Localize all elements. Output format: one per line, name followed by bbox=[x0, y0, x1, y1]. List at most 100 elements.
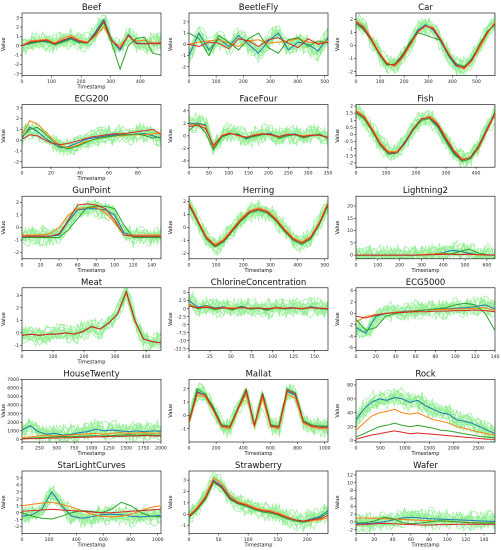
wafer-series-4 bbox=[356, 522, 495, 526]
housetwenty-x-tick-label: 1750 bbox=[138, 446, 150, 452]
housetwenty-y-tick-label: 1000 bbox=[7, 428, 19, 434]
ecg200-series-4 bbox=[22, 128, 161, 146]
starlightcurves-x-tick-label: 200 bbox=[45, 537, 54, 543]
starlightcurves-y-tick-label: 0 bbox=[16, 510, 19, 516]
mallat-x-axis-label: Timestamp bbox=[244, 451, 273, 457]
car-title: Car bbox=[418, 3, 433, 13]
beetlefly-y-tick-label: -2 bbox=[181, 64, 186, 70]
rock-x-tick-label: 500 bbox=[376, 446, 385, 452]
ecg200-y-tick-label: 0 bbox=[16, 138, 19, 144]
beef-x-axis-label: Timestamp bbox=[77, 85, 106, 91]
housetwenty-series-3 bbox=[22, 434, 161, 440]
fish-y-tick-label: -0.5 bbox=[344, 139, 353, 145]
housetwenty-x-tick-label: 0 bbox=[21, 446, 24, 452]
mallat-y-tick-label: 0 bbox=[183, 413, 186, 419]
starlightcurves-x-tick-label: 800 bbox=[126, 537, 135, 543]
meat-background-line bbox=[22, 291, 161, 348]
mallat-x-tick-label: 400 bbox=[239, 446, 248, 452]
strawberry-y-tick-label: 0 bbox=[183, 512, 186, 518]
herring-x-tick-label: 200 bbox=[239, 262, 248, 268]
lightning2-x-tick-label: 0 bbox=[355, 262, 358, 268]
lightning2-x-tick-label: 200 bbox=[395, 262, 404, 268]
ecg5000-chart: ECG5000 0 20 40 60 80 100 120 140 -6 -4 -2 0 2 4 Value bbox=[335, 278, 499, 360]
fish-background-line bbox=[356, 111, 495, 166]
strawberry-x-tick-label: 200 bbox=[303, 537, 312, 543]
mallat-y-tick-label: 2 bbox=[183, 386, 186, 392]
herring-y-tick-label: 2 bbox=[183, 199, 186, 205]
wafer-x-tick-label: 60 bbox=[408, 537, 414, 543]
facefour-series-2 bbox=[189, 123, 328, 149]
strawberry-x-tick-label: 50 bbox=[216, 537, 222, 543]
fish-x-tick-label: 400 bbox=[472, 171, 481, 177]
fish-x-tick-label: 0 bbox=[355, 171, 358, 177]
facefour-y-axis-label: Value bbox=[168, 129, 174, 143]
rock-y-tick-label: 40 bbox=[347, 410, 353, 416]
ecg200-y-tick-label: 1 bbox=[16, 127, 19, 133]
herring-x-tick-label: 100 bbox=[212, 262, 221, 268]
housetwenty-x-tick-label: 1000 bbox=[86, 446, 98, 452]
chlorineconcentration-background-series bbox=[189, 290, 328, 321]
lightning2-y-tick-label: 0 bbox=[350, 253, 353, 259]
starlightcurves-x-tick-label: 400 bbox=[72, 537, 81, 543]
meat-background-series bbox=[22, 287, 161, 351]
mallat-x-tick-label: 600 bbox=[266, 446, 275, 452]
ecg5000-y-axis-label: Value bbox=[335, 312, 341, 326]
herring-background-series bbox=[189, 196, 328, 257]
fish-series-4 bbox=[356, 111, 495, 161]
chlorineconcentration-y-axis-label: Value bbox=[168, 312, 174, 326]
housetwenty-x-axis-label: Timestamp bbox=[77, 451, 106, 457]
starlightcurves-title: StarLightCurves bbox=[57, 461, 126, 471]
starlightcurves-y-tick-label: 5 bbox=[16, 476, 19, 482]
meat-title: Meat bbox=[81, 278, 103, 288]
wafer-title: Wafer bbox=[413, 461, 438, 471]
beetlefly-x-tick-label: 100 bbox=[212, 79, 221, 85]
wafer-x-tick-label: 120 bbox=[461, 537, 470, 543]
beetlefly-series-4 bbox=[189, 37, 328, 50]
strawberry-background-line bbox=[189, 479, 328, 529]
car-y-tick-label: -2 bbox=[348, 69, 353, 75]
ecg5000-x-tick-label: 120 bbox=[471, 354, 480, 360]
chlorineconcentration-x-tick-label: 0 bbox=[188, 354, 191, 360]
housetwenty-series-4 bbox=[22, 435, 161, 440]
car-x-tick-label: 500 bbox=[472, 79, 481, 85]
ecg200-x-tick-label: 60 bbox=[106, 171, 112, 177]
ecg5000-background-line bbox=[356, 298, 495, 336]
wafer-axes-frame bbox=[355, 470, 496, 534]
housetwenty-y-tick-label: 0 bbox=[16, 437, 19, 443]
beetlefly-background-line bbox=[189, 29, 328, 65]
car-y-tick-label: 1 bbox=[350, 30, 353, 36]
beef-background-series bbox=[22, 14, 161, 56]
rock-title: Rock bbox=[415, 369, 435, 379]
ecg200-x-tick-label: 0 bbox=[21, 171, 24, 177]
car-background-series bbox=[356, 13, 495, 76]
gunpoint-y-tick-label: -1 bbox=[14, 238, 19, 244]
fish-x-tick-label: 300 bbox=[442, 171, 451, 177]
facefour-y-tick-label: -2 bbox=[181, 146, 186, 152]
meat-axes-frame bbox=[21, 287, 162, 351]
lightning2-y-axis-label: Value bbox=[335, 221, 341, 235]
starlightcurves-y-tick-label: -2 bbox=[14, 524, 19, 530]
ecg5000-background-line bbox=[356, 295, 495, 338]
gunpoint-y-axis-label: Value bbox=[1, 221, 7, 235]
ecg200-y-axis-label: Value bbox=[1, 129, 7, 143]
strawberry-x-axis-label: Timestamp bbox=[244, 543, 273, 549]
ecg5000-series-3 bbox=[356, 302, 495, 332]
strawberry-y-tick-label: -1 bbox=[181, 523, 186, 529]
lightning2-x-tick-label: 300 bbox=[417, 262, 426, 268]
gunpoint-title: GunPoint bbox=[72, 186, 111, 196]
ecg200-series-3 bbox=[22, 126, 161, 150]
car-y-tick-label: 0 bbox=[350, 43, 353, 49]
ecg200-y-tick-label: -2 bbox=[14, 159, 19, 165]
car-series-4 bbox=[356, 21, 495, 69]
facefour-y-tick-label: -4 bbox=[181, 159, 186, 165]
rock-x-tick-label: 2500 bbox=[472, 446, 484, 452]
meat-y-tick-label: 1 bbox=[16, 318, 19, 324]
beetlefly-x-tick-label: 400 bbox=[293, 79, 302, 85]
housetwenty-series-1 bbox=[22, 425, 161, 436]
rock-y-tick-label: 0 bbox=[350, 438, 353, 444]
housetwenty-x-tick-label: 500 bbox=[52, 446, 61, 452]
chlorineconcentration-y-tick-label: 0 bbox=[183, 306, 186, 312]
herring-x-tick-label: 0 bbox=[188, 262, 191, 268]
